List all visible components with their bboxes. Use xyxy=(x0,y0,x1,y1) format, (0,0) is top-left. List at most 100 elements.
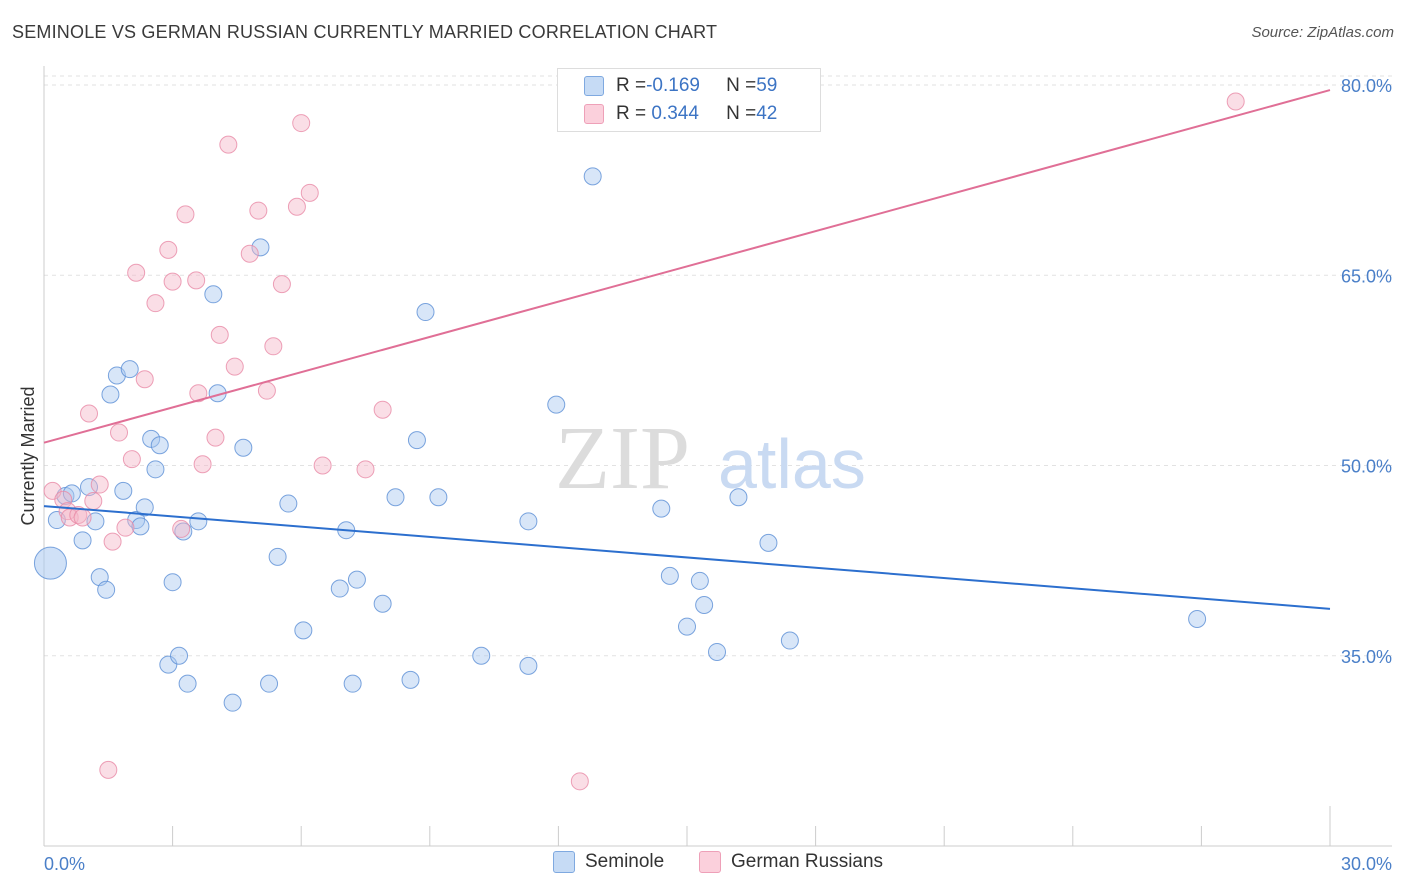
x-tick-min: 0.0% xyxy=(44,854,85,874)
chart-title: SEMINOLE VS GERMAN RUSSIAN CURRENTLY MAR… xyxy=(12,22,718,42)
german-russians-point xyxy=(1226,92,1245,111)
seminole-point xyxy=(146,460,165,479)
seminole-point xyxy=(174,522,193,541)
watermark: ZIP atlas xyxy=(555,409,866,508)
legend-r-value: -0.169 xyxy=(646,75,700,96)
bottom-legend-german-russians: German Russians xyxy=(699,851,883,873)
seminole-point xyxy=(163,573,182,592)
source-label: Source: ZipAtlas.com xyxy=(1251,24,1394,41)
german-russians-point xyxy=(300,183,319,202)
y-tick-label: 65.0% xyxy=(1341,266,1392,286)
seminole-point xyxy=(33,546,67,580)
seminole-point xyxy=(80,478,99,497)
seminole-point xyxy=(73,531,92,550)
seminole-point xyxy=(583,167,602,186)
german-russians-point xyxy=(172,519,191,538)
x-tick-max: 30.0% xyxy=(1341,854,1392,874)
seminole-point xyxy=(429,488,448,507)
seminole-point xyxy=(330,579,349,598)
seminole-point xyxy=(178,674,197,693)
seminole-point xyxy=(519,512,538,531)
seminole-point xyxy=(204,285,223,304)
german-russians-point xyxy=(43,481,62,500)
seminole-point xyxy=(294,621,313,640)
german-russians-point xyxy=(356,460,375,479)
legend-n-label: N = xyxy=(726,103,757,124)
legend-r-label: R = xyxy=(616,103,647,124)
seminole-point xyxy=(401,670,420,689)
legend-r-value: 0.344 xyxy=(646,103,699,124)
seminole-point xyxy=(97,580,116,599)
trend-lines xyxy=(43,89,1331,610)
seminole-point xyxy=(251,238,270,257)
seminole-point xyxy=(189,512,208,531)
seminole-trend-line xyxy=(43,505,1331,610)
german-russians-point xyxy=(122,450,141,469)
german-russians-point xyxy=(99,760,118,779)
y-tick-label: 80.0% xyxy=(1341,76,1392,96)
axes: 35.0% 50.0% 65.0% 80.0% xyxy=(43,66,1392,847)
seminole-point xyxy=(678,617,696,636)
seminole-point xyxy=(407,431,426,450)
seminole-point xyxy=(652,499,671,518)
watermark-zip: ZIP xyxy=(555,409,690,508)
seminole-point xyxy=(279,494,298,513)
german-russians-point xyxy=(240,244,259,263)
seminole-point xyxy=(373,594,392,613)
german-russians-point xyxy=(135,370,154,389)
seminole-point xyxy=(690,571,709,590)
legend-r-label: R = xyxy=(616,75,647,96)
seminole-point xyxy=(101,385,120,404)
legend-n-value: 42 xyxy=(756,103,778,124)
german-russians-point xyxy=(570,772,589,791)
seminole-point xyxy=(386,488,405,507)
y-axis-label: Currently Married xyxy=(18,386,38,525)
german-russians-point xyxy=(272,275,291,294)
seminole-point xyxy=(268,547,287,566)
legend-row-seminole: R = -0.169 N = 59 xyxy=(584,73,777,99)
german-russians-point xyxy=(210,325,229,344)
seminole-point xyxy=(114,481,133,500)
german-russians-point xyxy=(373,400,392,419)
german-russians-point xyxy=(187,271,206,290)
german-russians-point xyxy=(193,455,212,474)
seminole-point xyxy=(660,566,679,585)
legend-row-german-russians: R = 0.344 N = 42 xyxy=(584,101,777,127)
seminole-point xyxy=(472,646,491,665)
seminole-point xyxy=(695,596,714,615)
german-russians-point xyxy=(219,135,238,154)
german-russians-point xyxy=(287,197,306,216)
german-russians-point xyxy=(257,381,276,400)
bottom-legend-label-german-russians: German Russians xyxy=(731,851,884,872)
german-russians-point xyxy=(189,384,208,403)
legend-swatch-seminole xyxy=(584,76,604,96)
seminole-point xyxy=(131,517,150,536)
seminole-point xyxy=(120,360,139,379)
legend-n-label: N = xyxy=(726,75,757,96)
german-russians-point xyxy=(110,423,129,442)
seminole-point xyxy=(759,533,778,552)
y-tick-label: 35.0% xyxy=(1341,647,1392,667)
seminole-point xyxy=(519,656,538,675)
german-russians-point xyxy=(249,201,268,220)
german-russians-point xyxy=(159,240,178,259)
legend-swatch-german-russians xyxy=(584,104,604,124)
german-russians-point xyxy=(225,357,244,376)
seminole-point xyxy=(234,438,253,457)
german-russians-point xyxy=(163,272,182,291)
seminole-point xyxy=(729,488,748,507)
seminole-point xyxy=(708,642,727,661)
german-russians-point xyxy=(292,114,311,133)
seminole-point xyxy=(260,674,279,693)
bottom-legend-swatch-german-russians xyxy=(699,851,721,873)
bottom-legend-seminole: Seminole xyxy=(553,851,664,873)
german-russians-point xyxy=(103,532,122,551)
seminole-point xyxy=(223,693,242,712)
bottom-legend-swatch-seminole xyxy=(553,851,575,873)
gridlines xyxy=(44,75,1392,657)
seminole-point xyxy=(780,631,799,650)
bottom-legend-label-seminole: Seminole xyxy=(585,851,665,872)
legend-n-value: 59 xyxy=(756,75,778,96)
seminole-point xyxy=(416,303,435,322)
